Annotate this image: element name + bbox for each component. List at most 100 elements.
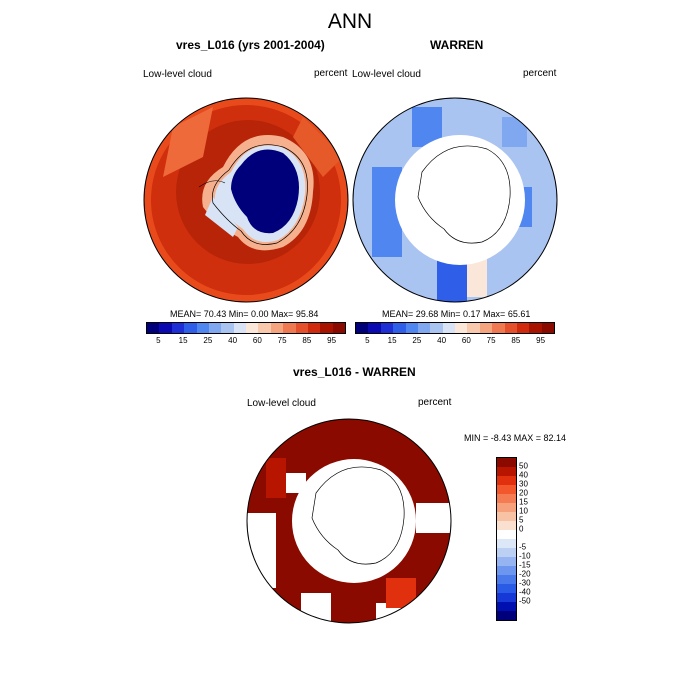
colorbar-tick-label: 95 [536,336,546,345]
colorbar-swatch [516,323,530,333]
colorbar-swatch [497,548,516,557]
colorbar-swatch [455,323,468,333]
colorbar-swatch [246,323,259,333]
colorbar-swatch [497,512,516,521]
figure-title: ANN [327,10,373,33]
panel2-variable-label: Low-level cloud [352,69,421,80]
panel1-colorbar [146,322,346,334]
colorbar-tick-label: 40 [519,470,528,480]
colorbar-swatch [270,323,284,333]
colorbar-tick-label: 75 [486,336,496,345]
colorbar-swatch [405,323,418,333]
colorbar-tick-label: -15 [519,560,531,570]
panel1-polar-map [143,97,349,303]
colorbar-tick-label: -5 [519,542,527,552]
colorbar-tick-label: 20 [519,488,528,498]
colorbar-tick-label: 5 [519,515,524,525]
colorbar-swatch [380,323,394,333]
colorbar-swatch [497,485,516,494]
colorbar-tick-label: 95 [327,336,337,345]
colorbar-swatch [497,530,516,539]
colorbar-tick-label: 15 [387,336,397,345]
panel2-title: WARREN [430,38,484,52]
colorbar-tick-label: 60 [252,336,262,345]
colorbar-swatch [479,323,493,333]
colorbar-swatch [221,323,234,333]
colorbar-swatch [541,323,554,333]
colorbar-swatch [208,323,222,333]
colorbar-swatch [356,323,369,333]
colorbar-swatch [497,521,516,530]
panel3-stats: MIN = -8.43 MAX = 82.14 [464,433,567,443]
colorbar-swatch [147,323,160,333]
colorbar-tick-label: 15 [178,336,188,345]
colorbar-tick-label: 40 [228,336,238,345]
colorbar-tick-label: 75 [277,336,287,345]
panel3-title: vres_L016 - WARREN [293,365,416,379]
colorbar-swatch [497,557,516,566]
colorbar-swatch [393,323,406,333]
colorbar-swatch [295,323,308,333]
colorbar-tick-label: 25 [412,336,422,345]
colorbar-swatch [497,467,516,476]
colorbar-swatch [504,323,517,333]
colorbar-swatch [430,323,443,333]
colorbar-swatch [497,575,516,584]
colorbar-swatch [417,323,431,333]
colorbar-tick-label: -30 [519,578,531,588]
colorbar-swatch [184,323,197,333]
colorbar-swatch [529,323,542,333]
panel3-polar-map [246,418,452,624]
colorbar-swatch [467,323,480,333]
panel1-stats: MEAN= 70.43 Min= 0.00 Max= 95.84 [170,309,319,319]
panel2-polar-map [352,97,558,303]
colorbar-tick-label: 40 [437,336,447,345]
colorbar-swatch [497,611,516,620]
colorbar-swatch [442,323,455,333]
panel1-title: vres_L016 (yrs 2001-2004) [176,38,325,52]
colorbar-swatch [258,323,271,333]
colorbar-tick-label: 85 [511,336,521,345]
colorbar-tick-label: -50 [519,596,531,606]
colorbar-tick-label: 25 [203,336,213,345]
colorbar-tick-label: 30 [519,479,528,489]
panel3-units-label: percent [418,397,452,408]
colorbar-swatch [497,494,516,503]
panel3-variable-label: Low-level cloud [247,398,316,409]
colorbar-swatch [307,323,321,333]
colorbar-swatch [283,323,296,333]
colorbar-swatch [368,323,381,333]
colorbar-swatch [497,584,516,593]
colorbar-swatch [171,323,185,333]
colorbar-swatch [497,593,516,602]
colorbar-tick-label: 15 [519,497,528,507]
colorbar-tick-label: 0 [519,524,524,534]
colorbar-tick-label: -40 [519,587,531,597]
colorbar-swatch [196,323,209,333]
colorbar-swatch [159,323,172,333]
colorbar-tick-label: 50 [519,461,528,471]
colorbar-swatch [497,503,516,512]
panel2-units-label: percent [523,68,557,79]
colorbar-swatch [233,323,246,333]
colorbar-swatch [320,323,333,333]
colorbar-tick-label: 10 [519,506,528,516]
colorbar-tick-label: -20 [519,569,531,579]
panel2-stats: MEAN= 29.68 Min= 0.17 Max= 65.61 [382,309,531,319]
colorbar-tick-label: 5 [365,336,370,345]
panel3-colorbar [496,457,517,621]
colorbar-swatch [497,476,516,485]
panel1-variable-label: Low-level cloud [143,69,212,80]
colorbar-tick-label: 5 [156,336,161,345]
colorbar-swatch [497,539,516,548]
colorbar-swatch [497,566,516,575]
colorbar-swatch [332,323,345,333]
colorbar-tick-label: -10 [519,551,531,561]
colorbar-tick-label: 60 [461,336,471,345]
colorbar-swatch [497,602,516,611]
colorbar-tick-label: 85 [302,336,312,345]
panel1-units-label: percent [314,68,348,79]
colorbar-swatch [492,323,505,333]
panel2-colorbar [355,322,555,334]
colorbar-swatch [497,458,516,467]
